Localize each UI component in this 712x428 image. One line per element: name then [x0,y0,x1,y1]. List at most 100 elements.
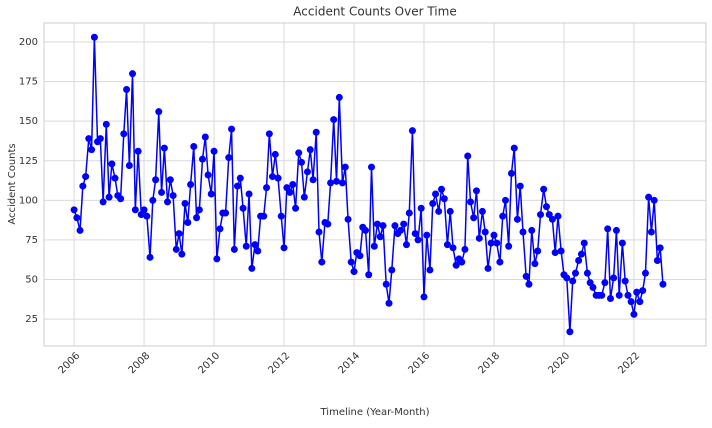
point [522,272,530,280]
point [400,220,408,228]
point [475,234,483,242]
point [70,206,78,214]
point [199,155,207,163]
point [225,154,233,162]
point [362,226,370,234]
point [309,176,317,184]
point [490,231,498,239]
point [149,196,157,204]
point [379,222,387,230]
point [85,135,93,143]
point [239,204,247,212]
point [435,207,443,215]
point [452,261,460,269]
point [195,206,203,214]
point [534,247,542,255]
point [615,291,623,299]
point [79,182,87,190]
point [528,226,536,234]
marks [70,33,667,336]
point [327,179,335,187]
point [213,255,221,263]
point [90,33,98,41]
y-tick-label: 50 [25,275,38,286]
point [472,187,480,195]
point [303,168,311,176]
point [601,279,609,287]
point [636,298,644,306]
point [443,241,451,249]
point [437,185,445,193]
point [263,184,271,192]
point [312,128,320,136]
point [458,258,466,266]
point [368,163,376,171]
point [656,244,664,252]
point [341,163,349,171]
point [242,242,250,250]
point [216,225,224,233]
point [125,162,133,169]
point [531,260,539,268]
point [178,250,186,258]
point [131,206,139,214]
point [230,245,238,253]
point [610,274,618,282]
point [338,179,346,187]
point [370,242,378,250]
y-tick-label: 175 [19,77,38,88]
point [571,269,579,277]
point [621,277,629,285]
point [639,287,647,295]
point [123,86,131,93]
point [73,214,81,222]
point [551,249,559,257]
point [627,298,635,306]
point [245,190,253,198]
point [641,269,649,277]
point [265,130,273,138]
point [248,264,256,272]
point [575,257,583,264]
point [537,211,544,219]
point [143,212,151,220]
point [589,283,597,291]
point [493,239,501,247]
point [516,182,524,190]
point [140,206,148,214]
point [280,244,288,252]
point [298,158,306,166]
point [117,195,125,203]
point [464,152,472,160]
point [499,212,507,220]
point [105,193,113,201]
point [423,231,431,239]
point [350,268,358,276]
point [653,257,661,264]
point [300,193,308,201]
point [496,258,504,266]
point [356,252,364,260]
point [510,144,518,152]
point [659,280,667,288]
point [169,192,177,200]
point [108,160,116,168]
point [382,280,390,288]
point [152,176,160,184]
point [461,245,469,253]
point [645,193,653,201]
point [330,116,338,124]
point [164,198,172,206]
point [633,288,641,296]
point [292,204,300,212]
point [414,236,422,244]
point [88,146,96,154]
point [647,228,655,236]
point [289,181,297,188]
point [184,219,192,226]
point [146,253,154,261]
point [624,291,632,299]
point [190,143,198,150]
point [566,328,574,336]
point [612,226,620,234]
